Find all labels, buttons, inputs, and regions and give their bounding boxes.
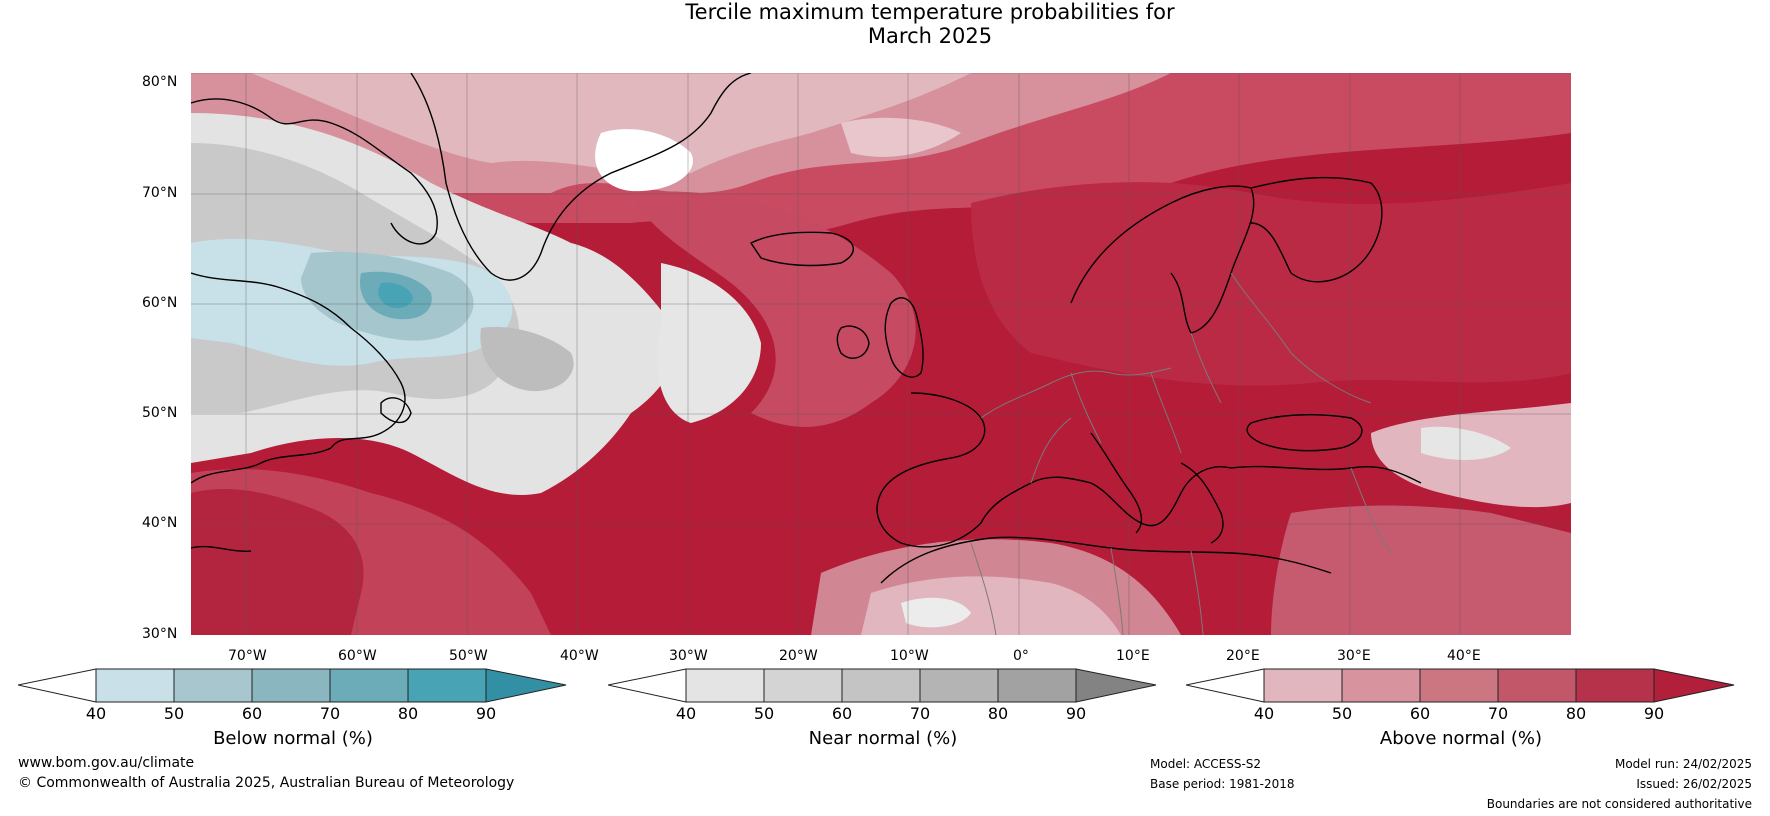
map-canvas [191,73,1571,635]
near-tick-90: 90 [1065,704,1087,723]
model-name: Model: ACCESS-S2 [1150,757,1262,771]
model-run-date: Model run: 24/02/2025 [1614,757,1752,771]
north-africa-near-normal [901,597,971,628]
above-normal-label: Above normal (%) [1379,728,1543,749]
below-tick-40: 40 [85,704,107,723]
website-link[interactable]: www.bom.gov.au/climate [18,755,195,771]
near-normal-label: Near normal (%) [808,728,958,749]
middle-east-70 [1271,505,1571,635]
lon-label-30e: 30°E [1337,648,1371,664]
near-tick-70: 70 [909,704,931,723]
title-line-2: March 2025 [867,24,993,48]
lat-label-60: 60°N [142,295,178,311]
title-line-1: Tercile maximum temperature probabilitie… [685,0,1175,24]
below-tick-60: 60 [241,704,263,723]
above-tick-90: 90 [1643,704,1665,723]
lat-label-80: 80°N [142,74,178,90]
europe-80-90 [971,182,1571,386]
issued-date: Issued: 26/02/2025 [1636,777,1752,791]
lat-label-40: 40°N [142,515,178,531]
lon-label-60w: 60°W [338,648,377,664]
lat-label-30: 30°N [142,626,178,642]
below-tick-50: 50 [163,704,185,723]
band-south-west-90 [191,488,364,635]
band-north-40 [251,73,971,176]
below-tick-70: 70 [319,704,341,723]
near-normal-east-light [657,263,761,423]
colorbar-above-swatches [1185,668,1735,703]
colorbar-below-swatches [17,668,567,703]
copyright-text: © Commonwealth of Australia 2025, Austra… [18,775,515,791]
near-tick-40: 40 [675,704,697,723]
borders [970,272,1392,635]
lon-label-20e: 20°E [1226,648,1260,664]
base-period: Base period: 1981-2018 [1150,777,1295,791]
near-tick-50: 50 [753,704,775,723]
graticule [191,73,1571,635]
above-tick-50: 50 [1331,704,1353,723]
below-normal-80 [378,282,413,309]
light-patch-north [841,117,961,157]
lon-label-70w: 70°W [228,648,267,664]
probability-map [191,73,1571,635]
above-tick-70: 70 [1487,704,1509,723]
below-tick-90: 90 [475,704,497,723]
lon-label-0: 0° [1013,648,1029,664]
map-title: Tercile maximum temperature probabilitie… [0,0,1770,48]
near-tick-60: 60 [831,704,853,723]
boundaries-disclaimer: Boundaries are not considered authoritat… [1486,797,1752,811]
colorbar-near-normal: 40 50 60 70 80 90 Near normal (%) [607,668,1158,749]
band-mid-atlantic-80 [631,191,916,427]
lat-label-70: 70°N [142,185,178,201]
caucasus-near-normal [1421,426,1511,460]
colorbar-below-normal: 40 50 60 70 80 90 Below normal (%) [17,668,568,749]
lon-label-20w: 20°W [779,648,818,664]
near-normal-60-offshore [480,326,574,392]
lon-label-40w: 40°W [560,648,599,664]
lon-label-40e: 40°E [1447,648,1481,664]
lat-label-50: 50°N [142,405,178,421]
lon-label-30w: 30°W [669,648,708,664]
below-tick-80: 80 [397,704,419,723]
colorbar-above-normal: 40 50 60 70 80 90 Above normal (%) [1185,668,1736,749]
lon-label-10w: 10°W [890,648,929,664]
lon-label-10e: 10°E [1116,648,1150,664]
colorbar-near-swatches [607,668,1157,703]
above-tick-60: 60 [1409,704,1431,723]
above-tick-80: 80 [1565,704,1587,723]
above-tick-40: 40 [1253,704,1275,723]
below-normal-label: Below normal (%) [213,728,373,749]
coastlines [191,73,1422,584]
lon-label-50w: 50°W [449,648,488,664]
near-tick-80: 80 [987,704,1009,723]
